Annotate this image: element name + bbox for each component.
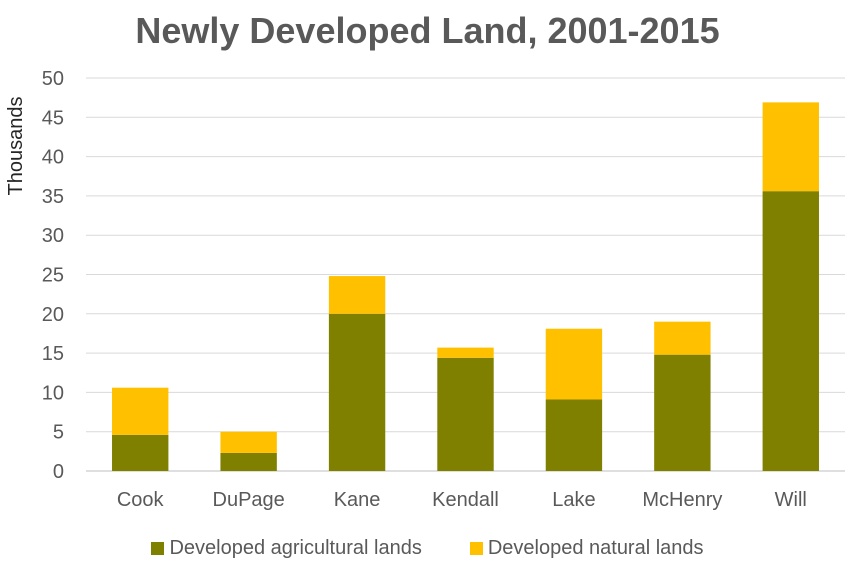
x-tick-label: Will [775, 489, 807, 511]
bar-mchenry-agricultural [654, 354, 711, 471]
y-tick-label: 40 [42, 147, 64, 169]
y-tick-label: 30 [42, 225, 64, 247]
y-tick-label: 20 [42, 304, 64, 326]
legend-item: Developed natural lands [469, 537, 704, 560]
chart-title: Newly Developed Land, 2001-2015 [135, 10, 720, 51]
bar-mchenry-natural [654, 321, 711, 355]
legend-label: Developed natural lands [487, 537, 704, 559]
bar-kendall-agricultural [437, 357, 494, 471]
bar-kendall-natural [437, 347, 494, 358]
bar-cook-natural [112, 387, 169, 435]
bars [112, 102, 819, 471]
legend-swatch [151, 542, 165, 555]
y-axis-title: Thousands [5, 97, 27, 196]
y-tick-label: 45 [42, 107, 64, 129]
bar-lake-natural [545, 328, 603, 400]
x-tick-label: Lake [552, 489, 595, 511]
bar-kane-natural [328, 276, 386, 314]
legend-swatch [469, 542, 483, 555]
y-tick-label: 35 [42, 186, 64, 208]
chart-plot: 0 5 10 15 20 25 30 35 40 45 50 Cook DuPage Kane Kenda… [5, 68, 845, 511]
legend-item: Developed agricultural lands [151, 537, 422, 560]
x-tick-label: DuPage [213, 489, 285, 511]
y-axis-ticks: 0 5 10 15 20 25 30 35 40 45 50 [42, 68, 64, 483]
x-tick-label: McHenry [642, 489, 722, 511]
bar-will-natural [762, 102, 819, 192]
legend-label: Developed agricultural lands [169, 537, 422, 559]
legend: Developed agricultural lands Developed na… [0, 537, 855, 560]
x-tick-label: Kendall [432, 489, 499, 511]
y-tick-label: 10 [42, 382, 64, 404]
y-tick-label: 50 [42, 68, 64, 90]
bar-cook-agricultural [112, 434, 169, 471]
y-tick-label: 0 [53, 461, 64, 483]
x-tick-label: Kane [334, 489, 381, 511]
y-tick-label: 25 [42, 265, 64, 287]
y-tick-label: 15 [42, 343, 64, 365]
x-tick-label: Cook [117, 489, 165, 511]
bar-kane-agricultural [328, 313, 386, 471]
x-axis-ticks: Cook DuPage Kane Kendall Lake McHenry Will [117, 489, 807, 511]
bar-will-agricultural [762, 191, 819, 471]
bar-dupage-natural [220, 431, 277, 453]
y-tick-label: 5 [53, 422, 64, 444]
bar-dupage-agricultural [220, 452, 277, 471]
bar-lake-agricultural [545, 399, 603, 471]
